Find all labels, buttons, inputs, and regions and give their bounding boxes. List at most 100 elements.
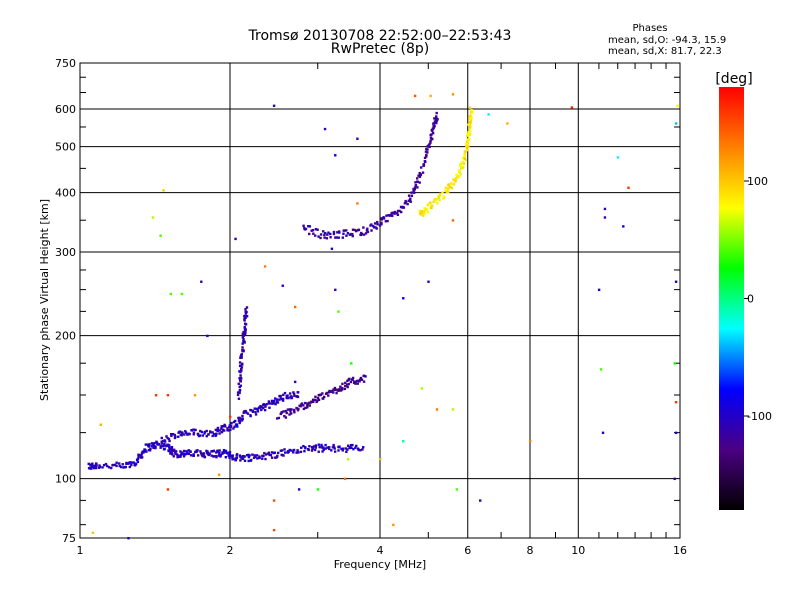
data-point xyxy=(239,370,242,374)
data-point xyxy=(95,464,98,467)
data-point xyxy=(238,388,242,392)
y-axis-label: Stationary phase Virtual Height [km] xyxy=(38,199,51,401)
y-tick-labels: 75 100 200 300 400 500 600 750 xyxy=(55,57,76,545)
data-point xyxy=(332,388,335,391)
y-tick-label: 300 xyxy=(55,246,76,259)
data-point xyxy=(168,447,171,451)
data-point xyxy=(445,190,449,193)
data-point xyxy=(306,402,309,405)
data-point xyxy=(272,528,276,532)
data-point xyxy=(359,376,363,380)
data-point xyxy=(418,175,422,179)
data-point xyxy=(323,127,327,131)
data-point xyxy=(335,236,339,239)
data-point xyxy=(409,200,412,203)
data-point xyxy=(441,191,444,194)
data-point xyxy=(247,455,251,459)
data-point xyxy=(426,151,429,154)
data-point xyxy=(279,394,282,398)
data-point xyxy=(240,369,243,372)
data-point xyxy=(173,436,177,440)
data-point xyxy=(326,233,329,236)
data-point xyxy=(323,236,326,239)
data-point xyxy=(293,411,296,414)
data-point xyxy=(326,446,329,449)
data-point xyxy=(171,432,175,436)
stats-line-x: mean, sd,X: 81.7, 22.3 xyxy=(608,46,722,57)
data-point xyxy=(399,210,403,214)
data-point xyxy=(258,456,261,460)
data-point xyxy=(115,464,118,468)
data-point xyxy=(215,454,218,458)
data-point xyxy=(463,156,466,159)
data-point xyxy=(206,334,209,338)
data-point xyxy=(170,446,173,450)
data-point xyxy=(674,431,678,435)
data-point xyxy=(163,440,166,443)
data-point xyxy=(299,405,302,408)
data-point xyxy=(375,227,378,230)
data-point xyxy=(284,409,288,413)
data-point xyxy=(112,463,115,467)
data-point xyxy=(393,210,397,214)
data-point xyxy=(325,237,329,240)
data-point xyxy=(182,449,186,453)
data-point xyxy=(597,288,601,292)
data-point xyxy=(282,410,285,413)
data-point xyxy=(150,442,154,445)
data-point xyxy=(275,456,279,459)
data-point xyxy=(335,391,338,395)
data-point xyxy=(99,423,103,426)
data-point xyxy=(429,139,432,142)
data-point xyxy=(263,265,267,268)
data-point xyxy=(345,450,348,454)
data-point xyxy=(290,395,293,398)
data-point xyxy=(148,449,152,452)
data-point xyxy=(245,454,249,457)
data-point xyxy=(167,437,171,441)
data-point xyxy=(241,363,244,366)
data-point xyxy=(276,451,280,455)
data-point xyxy=(352,381,356,384)
data-point xyxy=(240,353,243,357)
data-point xyxy=(468,114,472,118)
data-point xyxy=(177,454,180,457)
data-point xyxy=(202,452,206,455)
x-tick-label: 8 xyxy=(527,544,534,557)
data-point xyxy=(462,166,465,169)
data-point xyxy=(98,464,101,467)
data-point xyxy=(423,156,427,160)
data-point xyxy=(227,429,231,432)
data-point xyxy=(102,463,106,467)
data-point xyxy=(242,455,246,458)
data-point xyxy=(333,450,337,453)
data-point xyxy=(346,448,349,451)
data-point xyxy=(217,473,221,476)
data-point xyxy=(334,154,337,157)
data-point xyxy=(127,537,130,540)
data-point xyxy=(288,392,292,395)
data-point xyxy=(431,127,435,130)
data-point xyxy=(433,125,436,128)
data-point xyxy=(239,459,242,462)
data-point xyxy=(171,453,174,456)
data-point xyxy=(468,129,472,132)
data-point xyxy=(304,227,308,231)
data-point xyxy=(274,402,277,406)
data-point xyxy=(603,216,607,219)
data-point xyxy=(130,463,133,467)
data-point xyxy=(154,445,157,448)
data-point xyxy=(175,453,179,456)
data-point xyxy=(206,451,210,455)
data-point xyxy=(673,477,676,481)
data-point xyxy=(162,439,165,443)
data-point xyxy=(258,455,261,458)
data-point xyxy=(428,142,431,146)
data-point xyxy=(253,407,257,410)
data-point xyxy=(309,400,313,404)
data-point xyxy=(329,236,332,239)
data-point xyxy=(280,449,284,452)
data-point xyxy=(173,433,176,437)
data-point xyxy=(238,391,241,395)
data-point xyxy=(288,413,291,416)
